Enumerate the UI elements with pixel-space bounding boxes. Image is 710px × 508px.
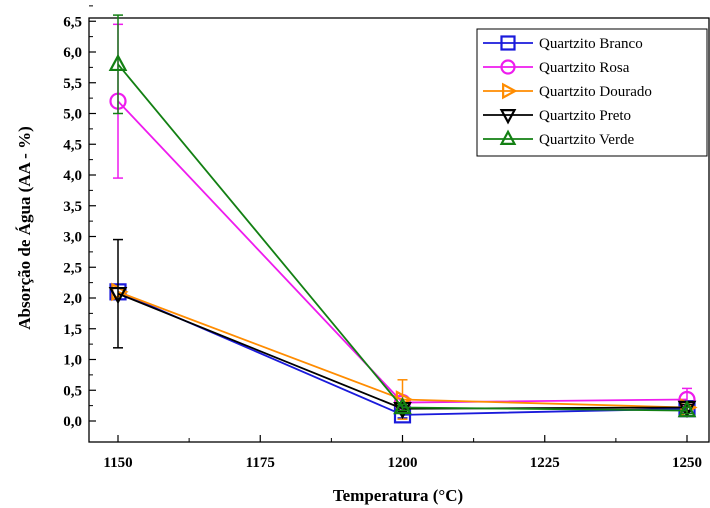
data-point (108, 53, 128, 72)
legend-marker (499, 109, 517, 125)
legend-marker (499, 129, 517, 145)
y-tick-label: 4,0 (63, 168, 82, 184)
legend: Quartzito Branco Quartzito Rosa Quartzito … (476, 28, 708, 157)
legend-label: Quartzito Verde (539, 132, 634, 148)
legend-label: Quartzito Dourado (539, 84, 652, 100)
series-quartzito-verde (108, 14, 697, 418)
legend-marker (500, 35, 516, 51)
data-point (108, 286, 128, 305)
y-axis-title: Absorção de Água (AA - %) (15, 126, 34, 330)
y-tick-label: 4,5 (63, 137, 82, 153)
x-tick-label: 1250 (672, 455, 702, 471)
x-tick-label: 1175 (246, 455, 275, 471)
plot-frame (88, 17, 710, 443)
legend-marker (502, 82, 518, 100)
y-tick-label: 1,0 (63, 353, 82, 369)
y-tick-label: 1,5 (63, 322, 82, 338)
legend-item: Quartzito Rosa (483, 59, 630, 76)
legend-item: Quartzito Preto (483, 108, 631, 125)
x-tick-label: 1225 (530, 455, 560, 471)
series-quartzito-dourado (111, 282, 698, 420)
y-tick-label: 3,0 (63, 230, 82, 246)
y-tick-label: 5,0 (63, 107, 82, 123)
y-tick-label: 3,5 (63, 199, 82, 215)
legend-item: Quartzito Dourado (483, 82, 652, 100)
legend-item: Quartzito Verde (483, 129, 634, 148)
legend-marker (500, 59, 516, 75)
x-tick-label: 1150 (103, 455, 132, 471)
y-tick-label: 2,5 (63, 260, 82, 276)
y-tick-label: 5,5 (63, 76, 82, 92)
y-tick-label: 0,5 (63, 383, 82, 399)
legend-label: Quartzito Preto (539, 108, 631, 124)
y-tick-label: 6,5 (63, 14, 82, 30)
y-tick-label: 2,0 (63, 291, 82, 307)
data-point (393, 396, 412, 415)
x-tick-label: 1200 (388, 455, 418, 471)
y-tick-label: 6,0 (63, 45, 82, 61)
legend-label: Quartzito Rosa (539, 60, 630, 76)
x-axis-title: Temperatura (°C) (333, 486, 463, 505)
legend-label: Quartzito Branco (539, 36, 643, 52)
legend-item: Quartzito Branco (483, 35, 643, 52)
y-tick-label: 0,0 (63, 414, 82, 430)
data-point (677, 399, 697, 418)
